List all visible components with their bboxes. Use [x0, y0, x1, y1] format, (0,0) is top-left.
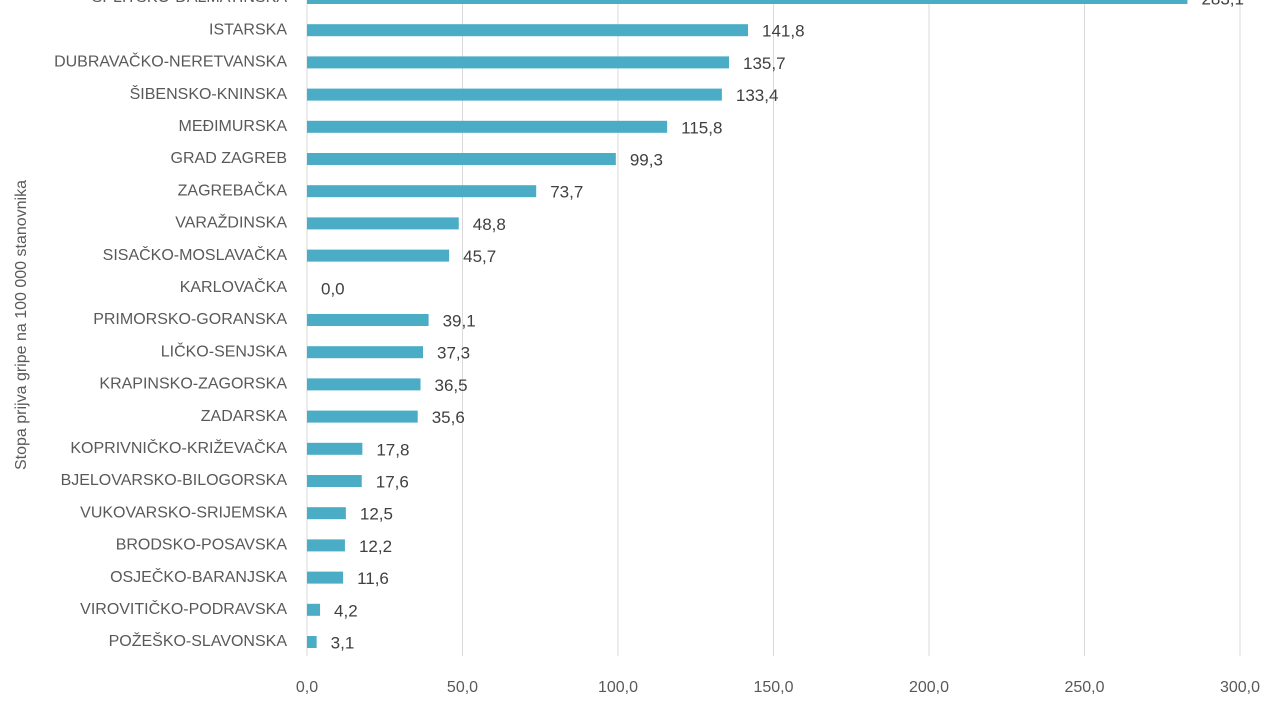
y-tick-label: BJELOVARSKO-BILOGORSKA: [61, 472, 288, 489]
data-label: 12,2: [359, 537, 392, 556]
y-tick-label: OSJEČKO-BARANJSKA: [110, 567, 287, 586]
data-label: 17,6: [376, 472, 409, 491]
data-label: 133,4: [736, 86, 779, 105]
data-label: 48,8: [473, 215, 506, 234]
bar: [307, 636, 317, 648]
bar: [307, 88, 722, 101]
y-tick-label: SPLITSKO-DALMATINSKA: [92, 0, 288, 6]
bar: [307, 314, 429, 326]
bar: [307, 249, 450, 262]
data-label: 35,6: [432, 408, 465, 427]
y-axis-title: Stopa prijva gripe na 100 000 stanovnika: [13, 180, 30, 470]
y-tick-label: SISAČKO-MOSLAVAČKA: [103, 245, 288, 264]
y-tick-label: ŠIBENSKO-KNINSKA: [130, 84, 288, 103]
y-tick-label: DUBRAVAČKO-NERETVANSKA: [54, 52, 287, 71]
bar: [307, 0, 1188, 4]
data-label: 141,8: [762, 22, 805, 41]
y-tick-label: KOPRIVNIČKO-KRIŽEVAČKA: [70, 438, 287, 457]
data-label: 37,3: [437, 344, 470, 363]
x-tick-label: 0,0: [296, 679, 318, 696]
y-tick-label: ISTARSKA: [209, 21, 287, 38]
data-label: 0,0: [321, 279, 345, 298]
data-label: 11,6: [357, 569, 389, 588]
y-tick-label: BRODSKO-POSAVSKA: [116, 537, 288, 554]
y-tick-label: ZADARSKA: [201, 408, 288, 425]
x-tick-label: 100,0: [598, 679, 638, 696]
bar: [307, 410, 418, 423]
data-label: 99,3: [630, 150, 663, 169]
bar: [307, 120, 668, 133]
y-tick-label: PRIMORSKO-GORANSKA: [93, 311, 287, 328]
y-tick-label: POŽEŠKO-SLAVONSKA: [109, 631, 288, 650]
bar: [307, 539, 345, 552]
data-label: 73,7: [550, 183, 583, 202]
x-tick-label: 50,0: [447, 679, 478, 696]
data-label: 36,5: [435, 376, 468, 395]
x-tick-label: 150,0: [753, 679, 793, 696]
bar: [307, 378, 421, 391]
bar: [307, 475, 362, 487]
bar: [307, 56, 730, 69]
y-tick-label: VUKOVARSKO-SRIJEMSKA: [80, 504, 287, 521]
x-tick-label: 300,0: [1220, 679, 1260, 696]
y-tick-label: KARLOVAČKA: [180, 277, 288, 296]
x-tick-label: 250,0: [1064, 679, 1104, 696]
bar: [307, 507, 346, 520]
bar: [307, 217, 459, 230]
data-label: 17,8: [376, 440, 409, 459]
data-label: 4,2: [334, 601, 358, 620]
data-label: 45,7: [463, 247, 496, 266]
bar: [307, 603, 321, 616]
bar: [307, 571, 344, 584]
y-tick-label: LIČKO-SENJSKA: [161, 341, 288, 360]
y-tick-label: KRAPINSKO-ZAGORSKA: [99, 376, 287, 393]
y-tick-label: VIROVITIČKO-PODRAVSKA: [80, 599, 287, 618]
data-label: 39,1: [443, 311, 476, 330]
bar: [307, 153, 616, 165]
y-tick-label: GRAD ZAGREB: [171, 150, 287, 167]
data-label: 135,7: [743, 54, 786, 73]
bar: [307, 442, 363, 455]
bar: [307, 185, 537, 198]
x-tick-label: 200,0: [909, 679, 949, 696]
bar: [307, 24, 748, 37]
data-label: 12,5: [360, 505, 393, 524]
bar: [307, 346, 424, 359]
data-label: 3,1: [331, 633, 355, 652]
y-tick-label: ZAGREBAČKA: [178, 180, 288, 199]
y-tick-label: VARAŽDINSKA: [175, 213, 287, 232]
y-tick-label: MEĐIMURSKA: [179, 118, 288, 135]
data-label: 283,1: [1201, 0, 1244, 8]
data-label: 115,8: [681, 118, 722, 137]
